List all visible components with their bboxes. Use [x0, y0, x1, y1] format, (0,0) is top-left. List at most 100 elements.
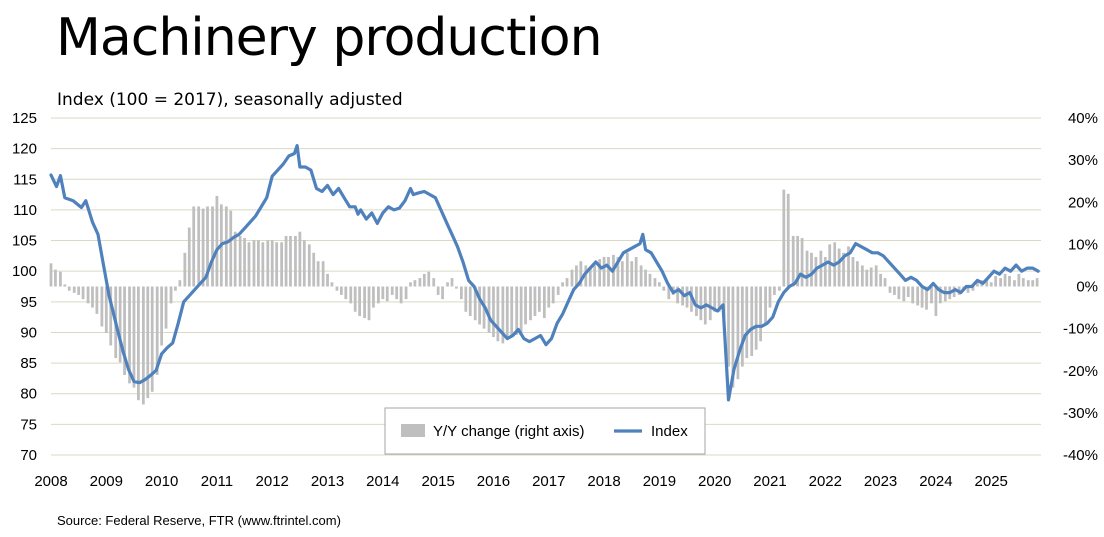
yoy-bar — [275, 242, 279, 287]
yoy-bar — [261, 242, 265, 287]
yoy-bar — [363, 286, 366, 319]
yoy-bar — [976, 282, 979, 287]
x-tick-label: 2025 — [975, 473, 1008, 490]
yoy-bar — [164, 286, 168, 329]
yoy-bar — [994, 275, 998, 287]
legend-bar-label: Y/Y change (right axis) — [433, 423, 584, 440]
yoy-bar — [72, 286, 76, 293]
yoy-bar — [662, 286, 666, 291]
yoy-bar — [773, 286, 776, 295]
yoy-bar — [1021, 278, 1025, 287]
yoy-bar — [644, 269, 647, 287]
yoy-bar — [395, 286, 399, 300]
yoy-bar — [243, 238, 246, 287]
yoy-bar — [160, 286, 163, 346]
yoy-bar — [54, 269, 57, 287]
yoy-bar — [759, 286, 762, 342]
yoy-bar — [722, 286, 726, 321]
left-tick-label: 75 — [20, 416, 37, 433]
yoy-bar — [529, 286, 532, 321]
yoy-bar — [556, 286, 560, 295]
x-tick-label: 2021 — [753, 473, 786, 490]
yoy-bar — [298, 231, 302, 287]
left-tick-label: 90 — [20, 324, 37, 341]
yoy-bar — [648, 273, 652, 287]
yoy-bar — [155, 286, 159, 375]
left-tick-label: 80 — [20, 386, 37, 403]
yoy-bar — [492, 286, 495, 338]
source-note: Source: Federal Reserve, FTR (www.ftrint… — [57, 513, 341, 528]
yoy-bar — [473, 286, 477, 321]
gridlines — [51, 117, 1041, 456]
yoy-bar — [842, 252, 845, 287]
yoy-bar — [229, 210, 233, 287]
yoy-bar — [874, 265, 878, 287]
yoy-bar — [989, 282, 993, 287]
yoy-bar — [740, 286, 744, 367]
yoy-bar — [307, 244, 311, 287]
left-tick-label: 100 — [12, 263, 37, 280]
right-tick-label: -40% — [1063, 447, 1098, 464]
yoy-bar — [630, 261, 634, 287]
yoy-bar — [745, 286, 749, 359]
x-tick-label: 2011 — [201, 473, 233, 490]
yoy-bar — [91, 286, 94, 308]
yoy-bar — [565, 278, 569, 287]
yoy-bar — [634, 257, 638, 287]
yoy-bar — [422, 273, 426, 287]
yoy-bar — [123, 286, 126, 375]
yoy-bar — [731, 286, 735, 388]
yoy-bar — [727, 286, 730, 367]
yoy-bar — [865, 269, 869, 287]
yoy-bar — [1035, 278, 1039, 287]
yoy-bar — [233, 231, 237, 287]
yoy-bar — [855, 261, 859, 287]
yoy-bar — [302, 240, 306, 287]
yoy-bar — [810, 252, 813, 287]
yoy-bar — [879, 273, 882, 287]
yoy-bar — [280, 242, 284, 287]
yoy-bar — [390, 286, 394, 295]
yoy-bar — [602, 257, 606, 287]
yoy-bar — [436, 286, 440, 295]
x-tick-label: 2018 — [587, 473, 620, 490]
yoy-bar — [496, 286, 500, 342]
yoy-bar — [786, 193, 790, 287]
left-tick-label: 70 — [20, 447, 37, 464]
yoy-bar — [201, 208, 205, 287]
right-tick-label: -20% — [1063, 363, 1098, 380]
yoy-bar — [1003, 273, 1007, 287]
right-tick-label: 30% — [1068, 152, 1098, 169]
left-tick-label: 105 — [12, 233, 37, 250]
yoy-bar — [367, 286, 371, 321]
yoy-bar — [183, 252, 187, 287]
yoy-bar — [316, 261, 320, 287]
yoy-bar — [49, 263, 53, 287]
yoy-bar — [620, 261, 624, 287]
yoy-bar — [938, 286, 942, 304]
left-tick-label: 95 — [20, 294, 37, 311]
yoy-bar — [128, 286, 131, 384]
yoy-bar — [312, 252, 316, 287]
yoy-bar — [897, 286, 901, 300]
yoy-bar — [326, 273, 329, 287]
yoy-bar — [851, 257, 855, 287]
yoy-bar — [224, 206, 228, 287]
yoy-bar — [575, 265, 578, 287]
yoy-bar — [805, 250, 809, 287]
yoy-bar — [515, 286, 519, 335]
yoy-bar — [187, 227, 191, 287]
yoy-bar — [985, 278, 989, 287]
yoy-bar — [247, 242, 251, 287]
legend-box — [384, 407, 706, 455]
yoy-bar — [819, 250, 823, 287]
x-tick-label: 2024 — [919, 473, 952, 490]
chart-subtitle: Index (100 = 2017), seasonally adjusted — [57, 90, 403, 110]
yoy-bar — [966, 286, 970, 293]
yoy-bar — [551, 286, 555, 304]
x-tick-label: 2009 — [90, 473, 123, 490]
yoy-bar — [1031, 280, 1035, 287]
right-tick-label: 40% — [1068, 110, 1098, 127]
x-tick-label: 2012 — [256, 473, 289, 490]
yoy-bar — [81, 286, 85, 300]
